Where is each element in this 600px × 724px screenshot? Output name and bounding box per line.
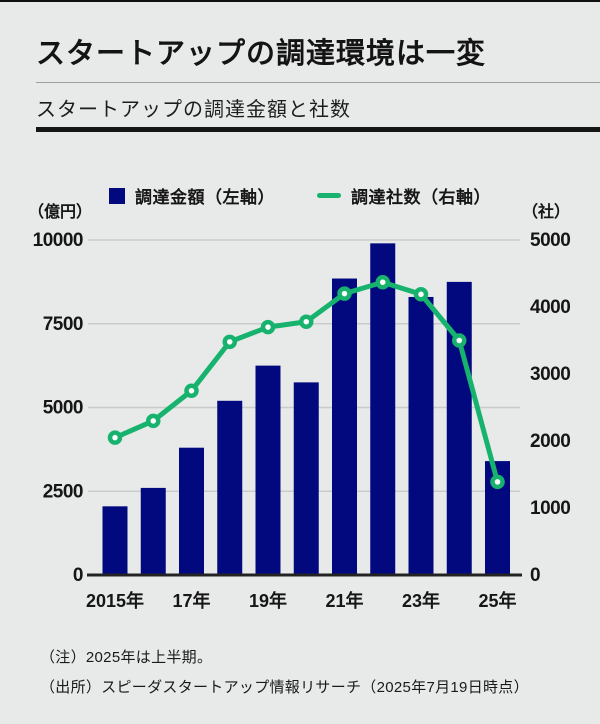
x-tick-label: 23年: [402, 590, 440, 611]
bar-2017: [179, 447, 204, 575]
chart-subtitle: スタートアップの調達金額と社数: [36, 99, 351, 121]
line-marker-2016: [146, 413, 161, 429]
bar-2023: [408, 296, 434, 575]
line-marker-2020: [299, 314, 314, 329]
bar-2016: [140, 487, 166, 575]
bar-swatch-icon: [109, 187, 125, 204]
right-tick-label: 1000: [530, 498, 570, 519]
legend-item-count: 調達社数（右軸）: [317, 183, 491, 208]
left-tick-label: 5000: [43, 398, 83, 419]
right-tick-label: 5000: [530, 230, 570, 251]
line-swatch-icon: [317, 193, 341, 198]
x-tick-label: 25年: [478, 590, 516, 611]
legend-label-amount: 調達金額（左軸）: [135, 188, 275, 207]
divider-thick: [36, 127, 600, 132]
line-marker-2024: [452, 333, 467, 348]
divider-thin: [36, 82, 600, 83]
bar-2018: [217, 400, 243, 575]
x-tick-label: 17年: [172, 590, 210, 611]
right-axis-unit: （社）: [522, 202, 570, 221]
line-marker-2015: [107, 430, 123, 445]
bar-2024: [446, 281, 472, 575]
line-marker-2025: [490, 474, 505, 490]
left-tick-label: 2500: [43, 481, 83, 502]
bar-2015: [102, 506, 128, 575]
chart-legend: 調達金額（左軸） 調達社数（右軸）: [0, 183, 600, 208]
bar-2022: [370, 243, 396, 575]
x-tick-label: 21年: [325, 590, 363, 611]
line-marker-2022: [375, 274, 390, 290]
x-tick-label: 19年: [249, 590, 287, 611]
page-title: スタートアップの調達環境は一変: [36, 38, 487, 70]
right-tick-label: 4000: [530, 297, 570, 318]
line-marker-2018: [222, 334, 237, 350]
right-tick-label: 0: [530, 565, 540, 586]
top-border: [0, 0, 600, 2]
legend-item-amount: 調達金額（左軸）: [109, 183, 275, 208]
note-text: （注）2025年は上半期。: [40, 649, 213, 666]
chart-notes: （注）2025年は上半期。 （出所）スピーダスタートアップ情報リサーチ（2025…: [40, 646, 580, 706]
right-tick-label: 3000: [530, 364, 570, 385]
left-tick-label: 10000: [33, 230, 83, 251]
line-marker-2021: [337, 286, 352, 301]
right-tick-label: 2000: [530, 431, 570, 452]
bar-2020: [293, 382, 319, 575]
x-tick-label: 2015年: [86, 590, 144, 611]
bar-2021: [332, 278, 357, 575]
left-axis-unit: （億円）: [28, 202, 92, 221]
line-marker-2023: [413, 287, 429, 302]
legend-label-count: 調達社数（右軸）: [351, 188, 491, 207]
bar-2019: [255, 365, 281, 575]
left-tick-label: 7500: [43, 314, 83, 335]
source-text: （出所）スピーダスタートアップ情報リサーチ（2025年7月19日時点）: [40, 679, 529, 696]
line-marker-2017: [184, 383, 199, 398]
combo-chart: 0 2500 5000 7500 10000 0 1000 2000 3000 4000 5000 2…: [28, 202, 571, 611]
left-tick-label: 0: [73, 565, 83, 586]
line-marker-2019: [260, 319, 276, 335]
